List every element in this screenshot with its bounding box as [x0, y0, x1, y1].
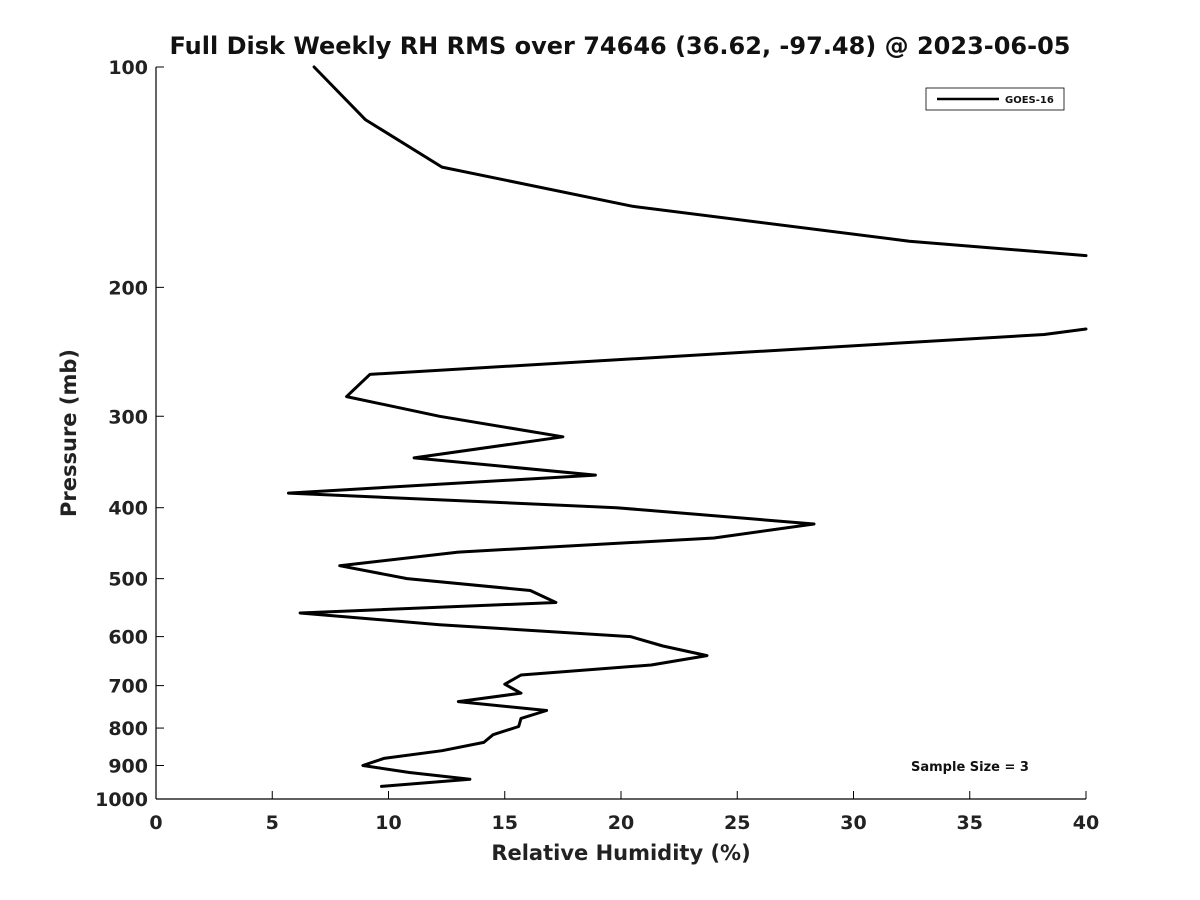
y-axis-label: Pressure (mb): [57, 349, 81, 517]
y-tick-label: 800: [108, 718, 148, 740]
legend-entry-goes-16: GOES-16: [1005, 95, 1054, 106]
y-tick-label: 700: [108, 676, 148, 698]
y-tick-label: 500: [108, 569, 148, 591]
y-tick-label: 200: [108, 277, 148, 299]
y-tick-label: 400: [108, 498, 148, 520]
x-tick-label: 30: [840, 812, 866, 834]
x-tick-label: 0: [149, 812, 162, 834]
x-axis-label: Relative Humidity (%): [491, 841, 750, 865]
x-ticks: 0 5 10 15 20 25 30 35 40: [149, 791, 1099, 834]
series-line-goes-16: [287, 327, 1088, 788]
plot-area: 0 5 10 15 20 25 30 35 40 100 200 300 400 500 600 700 80…: [95, 57, 1099, 834]
y-tick-label: 1000: [95, 789, 148, 811]
chart-title: Full Disk Weekly RH RMS over 74646 (36.6…: [169, 32, 1070, 60]
y-tick-label: 300: [108, 406, 148, 428]
legend: GOES-16: [925, 87, 1065, 111]
y-tick-label: 900: [108, 756, 148, 778]
x-tick-label: 35: [957, 812, 983, 834]
series-line-goes-16: [312, 65, 1088, 258]
x-tick-label: 25: [724, 812, 750, 834]
x-tick-label: 5: [266, 812, 279, 834]
x-tick-label: 40: [1073, 812, 1099, 834]
sample-size-annotation: Sample Size = 3: [911, 760, 1029, 775]
series-layer: [287, 65, 1088, 788]
x-tick-label: 20: [608, 812, 634, 834]
y-tick-label: 100: [108, 57, 148, 79]
y-ticks: 100 200 300 400 500 600 700 800 900 1000: [95, 57, 164, 811]
x-tick-label: 15: [492, 812, 518, 834]
x-tick-label: 10: [375, 812, 401, 834]
y-tick-label: 600: [108, 627, 148, 649]
